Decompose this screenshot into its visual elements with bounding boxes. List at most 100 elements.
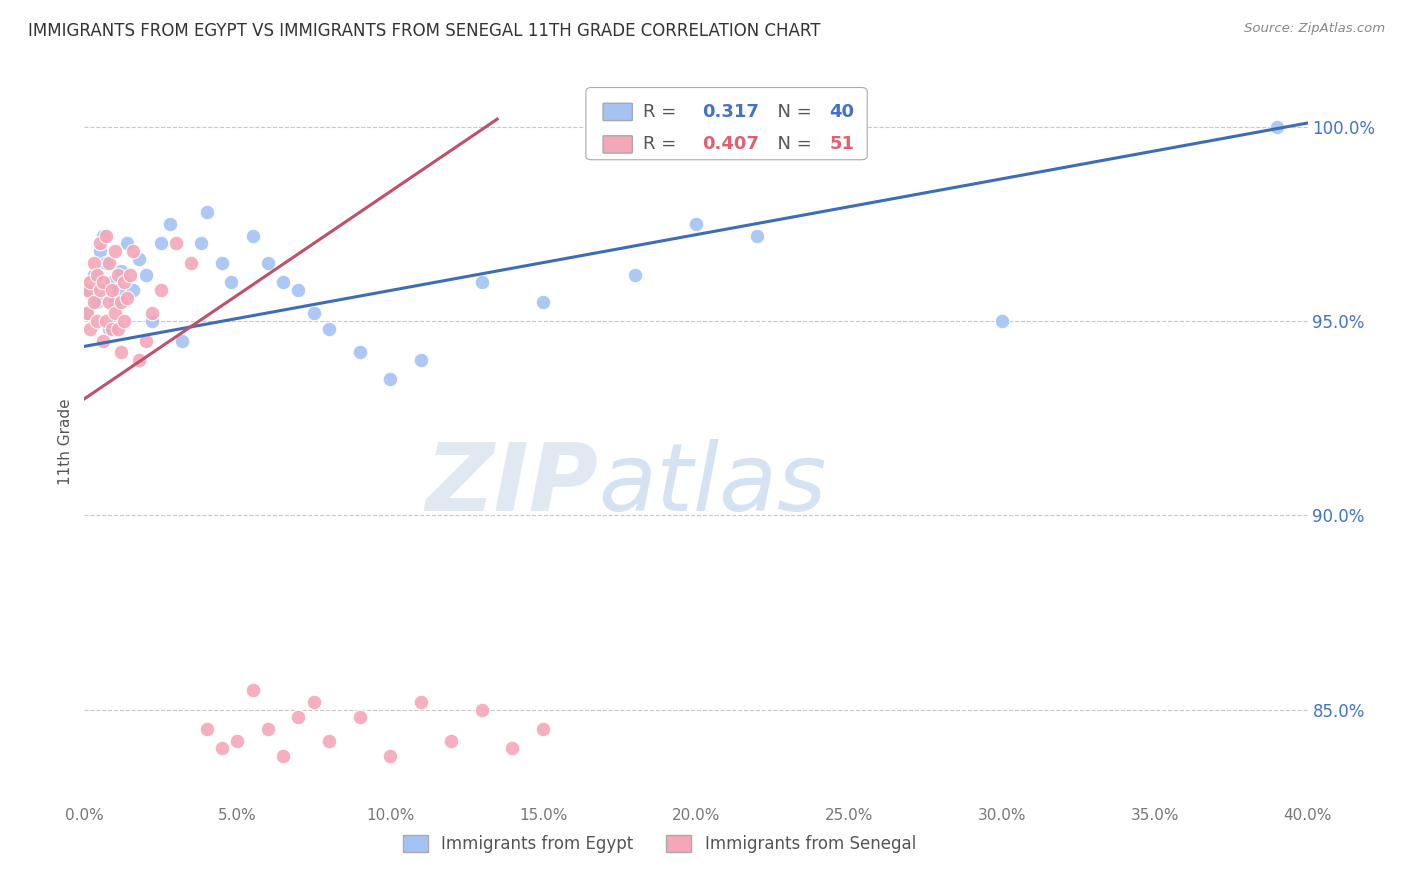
Legend: Immigrants from Egypt, Immigrants from Senegal: Immigrants from Egypt, Immigrants from S…	[396, 828, 922, 860]
Point	[271, 275, 294, 289]
Point	[440, 733, 463, 747]
Point	[110, 345, 132, 359]
Point	[86, 294, 108, 309]
Point	[302, 306, 325, 320]
Point	[112, 275, 135, 289]
Point	[122, 244, 145, 259]
Text: N =: N =	[766, 103, 817, 121]
Point	[302, 695, 325, 709]
Point	[1265, 120, 1288, 134]
Point	[110, 263, 132, 277]
Point	[104, 294, 127, 309]
Point	[104, 244, 127, 259]
Point	[97, 256, 120, 270]
Point	[502, 741, 524, 756]
Text: ZIP: ZIP	[425, 439, 598, 531]
Point	[76, 306, 98, 320]
Point	[91, 228, 114, 243]
Point	[79, 275, 101, 289]
Point	[226, 733, 249, 747]
Point	[135, 268, 157, 282]
Point	[94, 228, 117, 243]
Point	[97, 294, 120, 309]
Point	[94, 314, 117, 328]
Text: Source: ZipAtlas.com: Source: ZipAtlas.com	[1244, 22, 1385, 36]
Point	[287, 710, 309, 724]
Point	[190, 236, 212, 251]
Point	[318, 322, 340, 336]
Point	[115, 291, 138, 305]
Point	[115, 236, 138, 251]
Point	[135, 334, 157, 348]
Point	[287, 283, 309, 297]
Point	[257, 722, 280, 736]
Point	[91, 275, 114, 289]
Point	[747, 228, 769, 243]
Point	[83, 268, 105, 282]
Point	[991, 314, 1014, 328]
Point	[531, 722, 554, 736]
Point	[89, 283, 111, 297]
Point	[242, 683, 264, 698]
Y-axis label: 11th Grade: 11th Grade	[58, 398, 73, 485]
Point	[107, 283, 129, 297]
Point	[685, 217, 707, 231]
Point	[349, 345, 371, 359]
Point	[89, 236, 111, 251]
Point	[79, 322, 101, 336]
Point	[120, 268, 142, 282]
Point	[122, 283, 145, 297]
Point	[101, 275, 124, 289]
Point	[165, 236, 187, 251]
Point	[149, 283, 172, 297]
Point	[471, 702, 494, 716]
Point	[91, 334, 114, 348]
Point	[128, 353, 150, 368]
Point	[83, 256, 105, 270]
Text: 40: 40	[830, 103, 855, 121]
Point	[159, 217, 181, 231]
Point	[624, 268, 647, 282]
Text: N =: N =	[766, 136, 817, 153]
Point	[76, 283, 98, 297]
Point	[104, 306, 127, 320]
Point	[107, 322, 129, 336]
Point	[409, 695, 432, 709]
Point	[380, 372, 402, 386]
Point	[101, 283, 124, 297]
Point	[195, 205, 218, 219]
Text: 0.407: 0.407	[702, 136, 759, 153]
Point	[110, 294, 132, 309]
Point	[180, 256, 202, 270]
Point	[211, 741, 233, 756]
Point	[89, 244, 111, 259]
Point	[76, 306, 98, 320]
Point	[380, 749, 402, 764]
Point	[83, 294, 105, 309]
Point	[86, 314, 108, 328]
Text: R =: R =	[644, 103, 682, 121]
Point	[107, 268, 129, 282]
Point	[112, 314, 135, 328]
Point	[141, 306, 163, 320]
Point	[141, 314, 163, 328]
Point	[271, 749, 294, 764]
Point	[531, 294, 554, 309]
Point	[349, 710, 371, 724]
Text: R =: R =	[644, 136, 682, 153]
Point	[97, 322, 120, 336]
FancyBboxPatch shape	[603, 136, 633, 153]
FancyBboxPatch shape	[586, 87, 868, 160]
FancyBboxPatch shape	[603, 103, 633, 120]
Text: atlas: atlas	[598, 440, 827, 531]
Text: IMMIGRANTS FROM EGYPT VS IMMIGRANTS FROM SENEGAL 11TH GRADE CORRELATION CHART: IMMIGRANTS FROM EGYPT VS IMMIGRANTS FROM…	[28, 22, 821, 40]
Point	[195, 722, 218, 736]
Text: 0.317: 0.317	[702, 103, 759, 121]
Text: 51: 51	[830, 136, 855, 153]
Point	[257, 256, 280, 270]
Point	[409, 353, 432, 368]
Point	[149, 236, 172, 251]
Point	[94, 256, 117, 270]
Point	[86, 268, 108, 282]
Point	[242, 228, 264, 243]
